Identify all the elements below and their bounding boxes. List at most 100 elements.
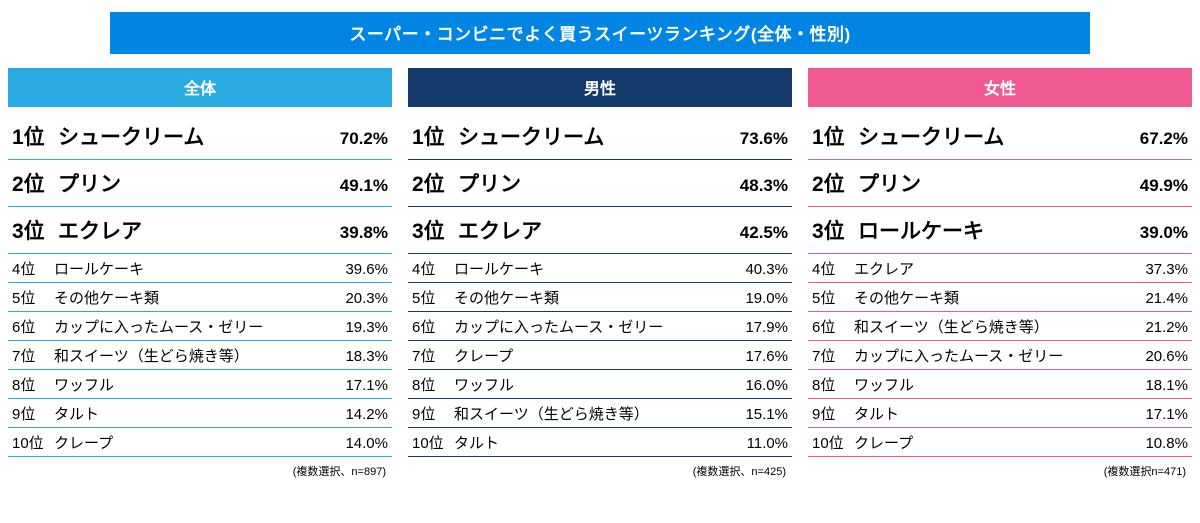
ranking-row: 4位ロールケーキ40.3% xyxy=(408,254,792,283)
item-percent: 37.3% xyxy=(1145,261,1188,278)
item-percent: 42.5% xyxy=(740,223,788,243)
item-percent: 39.8% xyxy=(340,223,388,243)
rank-label: 1位 xyxy=(12,121,56,151)
item-name: タルト xyxy=(52,403,345,424)
item-percent: 17.6% xyxy=(745,348,788,365)
item-name: プリン xyxy=(56,168,340,198)
item-percent: 49.1% xyxy=(340,176,388,196)
item-percent: 19.0% xyxy=(745,290,788,307)
item-percent: 70.2% xyxy=(340,129,388,149)
item-name: ロールケーキ xyxy=(52,258,345,279)
item-name: その他ケーキ類 xyxy=(452,287,745,308)
item-percent: 39.0% xyxy=(1140,223,1188,243)
item-percent: 15.1% xyxy=(745,406,788,423)
ranking-row: 2位プリン48.3% xyxy=(408,160,792,207)
ranking-column: 全体1位シュークリーム70.2%2位プリン49.1%3位エクレア39.8%4位ロ… xyxy=(8,68,392,479)
ranking-row: 6位カップに入ったムース・ゼリー19.3% xyxy=(8,312,392,341)
ranking-row: 10位タルト11.0% xyxy=(408,428,792,457)
ranking-row: 3位エクレア42.5% xyxy=(408,207,792,254)
item-percent: 16.0% xyxy=(745,377,788,394)
ranking-row: 8位ワッフル18.1% xyxy=(808,370,1192,399)
rank-label: 2位 xyxy=(812,168,856,198)
item-percent: 17.1% xyxy=(1145,406,1188,423)
rank-label: 5位 xyxy=(412,287,452,308)
ranking-row: 9位和スイーツ（生どら焼き等）15.1% xyxy=(408,399,792,428)
item-name: ワッフル xyxy=(452,374,745,395)
ranking-row: 1位シュークリーム70.2% xyxy=(8,113,392,160)
item-name: シュークリーム xyxy=(456,121,740,151)
item-name: ロールケーキ xyxy=(452,258,745,279)
item-percent: 11.0% xyxy=(747,435,788,452)
item-name: エクレア xyxy=(852,258,1145,279)
rank-label: 4位 xyxy=(12,258,52,279)
ranking-columns: 全体1位シュークリーム70.2%2位プリン49.1%3位エクレア39.8%4位ロ… xyxy=(0,68,1200,479)
ranking-row: 2位プリン49.1% xyxy=(8,160,392,207)
item-percent: 20.6% xyxy=(1145,348,1188,365)
column-note: (複数選択n=471) xyxy=(808,457,1192,479)
rank-label: 6位 xyxy=(812,316,852,337)
rank-label: 7位 xyxy=(412,345,452,366)
item-name: タルト xyxy=(452,432,747,453)
rank-label: 1位 xyxy=(412,121,456,151)
rank-label: 2位 xyxy=(12,168,56,198)
item-percent: 19.3% xyxy=(345,319,388,336)
rank-label: 6位 xyxy=(412,316,452,337)
rank-label: 2位 xyxy=(412,168,456,198)
rank-label: 6位 xyxy=(12,316,52,337)
item-percent: 17.1% xyxy=(345,377,388,394)
rank-label: 9位 xyxy=(412,403,452,424)
item-percent: 40.3% xyxy=(745,261,788,278)
ranking-row: 8位ワッフル16.0% xyxy=(408,370,792,399)
item-percent: 18.3% xyxy=(345,348,388,365)
rank-label: 3位 xyxy=(412,215,456,245)
ranking-row: 5位その他ケーキ類21.4% xyxy=(808,283,1192,312)
rank-label: 3位 xyxy=(12,215,56,245)
item-percent: 14.2% xyxy=(345,406,388,423)
ranking-row: 5位その他ケーキ類20.3% xyxy=(8,283,392,312)
item-name: エクレア xyxy=(456,215,740,245)
ranking-row: 10位クレープ14.0% xyxy=(8,428,392,457)
ranking-row: 1位シュークリーム67.2% xyxy=(808,113,1192,160)
ranking-row: 7位クレープ17.6% xyxy=(408,341,792,370)
item-percent: 17.9% xyxy=(745,319,788,336)
ranking-row: 3位エクレア39.8% xyxy=(8,207,392,254)
item-percent: 67.2% xyxy=(1140,129,1188,149)
item-percent: 10.8% xyxy=(1145,435,1188,452)
item-name: ロールケーキ xyxy=(856,215,1140,245)
ranking-row: 9位タルト17.1% xyxy=(808,399,1192,428)
item-name: クレープ xyxy=(52,432,345,453)
ranking-row: 2位プリン49.9% xyxy=(808,160,1192,207)
item-name: カップに入ったムース・ゼリー xyxy=(52,316,345,337)
item-name: その他ケーキ類 xyxy=(52,287,345,308)
rank-label: 8位 xyxy=(12,374,52,395)
rank-label: 4位 xyxy=(812,258,852,279)
ranking-row: 4位エクレア37.3% xyxy=(808,254,1192,283)
item-name: 和スイーツ（生どら焼き等） xyxy=(852,316,1145,337)
item-name: シュークリーム xyxy=(56,121,340,151)
item-name: カップに入ったムース・ゼリー xyxy=(452,316,745,337)
item-name: プリン xyxy=(456,168,740,198)
column-header: 男性 xyxy=(408,68,792,107)
ranking-title: スーパー・コンビニでよく買うスイーツランキング(全体・性別) xyxy=(110,12,1090,54)
item-percent: 21.2% xyxy=(1145,319,1188,336)
item-name: 和スイーツ（生どら焼き等） xyxy=(52,345,345,366)
column-note: (複数選択、n=897) xyxy=(8,457,392,479)
rank-label: 8位 xyxy=(412,374,452,395)
item-percent: 73.6% xyxy=(740,129,788,149)
ranking-row: 9位タルト14.2% xyxy=(8,399,392,428)
rank-label: 9位 xyxy=(12,403,52,424)
item-name: プリン xyxy=(856,168,1140,198)
ranking-row: 7位カップに入ったムース・ゼリー20.6% xyxy=(808,341,1192,370)
rank-label: 5位 xyxy=(812,287,852,308)
item-percent: 48.3% xyxy=(740,176,788,196)
ranking-row: 3位ロールケーキ39.0% xyxy=(808,207,1192,254)
column-note: (複数選択、n=425) xyxy=(408,457,792,479)
rank-label: 1位 xyxy=(812,121,856,151)
ranking-column: 女性1位シュークリーム67.2%2位プリン49.9%3位ロールケーキ39.0%4… xyxy=(808,68,1192,479)
item-name: カップに入ったムース・ゼリー xyxy=(852,345,1145,366)
column-header: 全体 xyxy=(8,68,392,107)
rank-label: 9位 xyxy=(812,403,852,424)
ranking-row: 8位ワッフル17.1% xyxy=(8,370,392,399)
item-percent: 21.4% xyxy=(1145,290,1188,307)
rank-label: 10位 xyxy=(412,432,452,453)
